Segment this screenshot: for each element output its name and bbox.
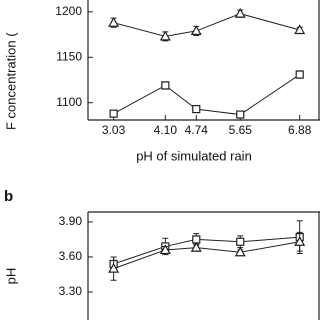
series-line xyxy=(113,13,300,37)
panel-label: b xyxy=(4,188,13,205)
triangle-marker xyxy=(159,244,171,255)
series-line xyxy=(113,241,300,270)
triangle-marker xyxy=(190,25,202,36)
series-line xyxy=(113,74,300,116)
triangle-marker xyxy=(294,236,306,246)
y-tick-label: 3.60 xyxy=(59,249,83,263)
x-tick-label: 6.88 xyxy=(288,123,312,137)
y-axis-label: pH xyxy=(3,268,18,285)
triangle-marker xyxy=(108,17,120,27)
y-tick-label: 3.90 xyxy=(59,214,83,228)
y-tick-label: 1150 xyxy=(56,49,82,63)
square-marker xyxy=(109,109,118,118)
square-marker xyxy=(295,70,304,79)
triangle-marker xyxy=(234,7,246,18)
x-tick-label: 4.10 xyxy=(154,123,178,137)
triangle-marker xyxy=(190,241,202,252)
square-marker xyxy=(192,104,201,114)
x-tick-label: 4.74 xyxy=(185,123,209,137)
triangle-marker xyxy=(108,262,120,273)
square-marker xyxy=(236,110,245,119)
series-line xyxy=(113,236,300,265)
y-axis-label: F concentration ( xyxy=(3,32,18,130)
triangle-marker xyxy=(159,30,171,41)
y-tick-label: 3.30 xyxy=(59,284,83,298)
square-marker xyxy=(161,81,170,90)
y-tick-label: 1200 xyxy=(55,4,82,18)
x-axis-label: pH of simulated rain xyxy=(136,148,252,163)
triangle-marker xyxy=(294,24,306,35)
triangle-marker xyxy=(234,246,246,257)
y-tick-label: 1100 xyxy=(56,95,82,109)
x-tick-label: 5.65 xyxy=(229,123,253,137)
x-tick-label: 3.03 xyxy=(102,123,126,137)
square-marker xyxy=(236,237,245,246)
